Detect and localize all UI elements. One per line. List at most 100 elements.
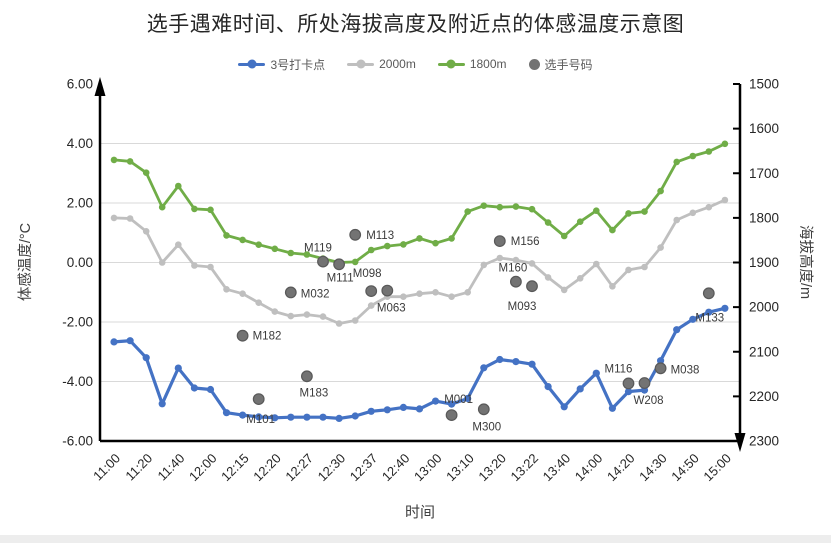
series-line: [112, 198, 727, 325]
data-point-marker: [512, 203, 520, 210]
y-axis-left-title: 体感温度/°C: [17, 223, 34, 301]
data-point-marker: [351, 258, 359, 266]
data-point-marker: [496, 355, 504, 364]
axes: [94, 77, 746, 452]
athlete-label-M300: M300: [472, 421, 501, 433]
x-tick-label: 14:20: [604, 451, 638, 485]
y-left-tick-label: 4.00: [67, 136, 93, 151]
athlete-dot-M160: [510, 275, 522, 288]
data-point-marker: [223, 232, 230, 239]
data-point-marker: [560, 403, 568, 411]
y-left-tick-label: -6.00: [62, 434, 93, 449]
y-right-tick-label: 2000: [749, 300, 779, 315]
data-point-marker: [625, 210, 632, 217]
data-point-marker: [207, 206, 214, 214]
data-point-marker: [689, 152, 697, 160]
data-point-marker: [319, 413, 327, 421]
data-point-marker: [174, 364, 182, 372]
data-point-marker: [576, 275, 584, 282]
athlete-dot-M111: [333, 258, 346, 271]
data-point-marker: [705, 148, 713, 155]
data-point-marker: [335, 320, 343, 327]
data-point-marker: [271, 245, 279, 253]
x-tick-label: 12:37: [347, 451, 381, 485]
data-point-marker: [448, 293, 455, 301]
bottom-strip: [0, 535, 831, 543]
data-point-marker: [142, 169, 150, 176]
data-point-marker: [383, 406, 391, 414]
data-point-marker: [399, 403, 407, 411]
legend-circle-icon: [528, 58, 540, 70]
data-point-marker: [239, 411, 247, 419]
athlete-dot-M133: [702, 287, 715, 300]
data-point-marker: [239, 290, 246, 298]
data-point-marker: [255, 413, 263, 421]
x-tick-label: 13:00: [411, 451, 445, 485]
data-point-marker: [416, 290, 423, 298]
data-point-marker: [158, 203, 166, 211]
x-tick-label: 11:00: [90, 451, 123, 484]
data-point-marker: [576, 218, 584, 225]
data-point-marker: [689, 209, 697, 217]
athlete-dot-M038: [654, 362, 667, 375]
legend-item-2000m: 2000m: [347, 57, 416, 71]
athlete-dot-M156: [493, 235, 506, 248]
data-point-marker: [624, 388, 633, 396]
data-point-marker: [721, 140, 729, 148]
legend-line-marker-icon: [238, 59, 266, 69]
data-point-marker: [367, 407, 375, 415]
x-tick-label: 12:15: [218, 451, 252, 485]
data-point-marker: [721, 304, 729, 312]
athlete-label-M032: M032: [301, 288, 330, 300]
data-point-marker: [657, 187, 664, 195]
data-point-marker: [641, 263, 648, 271]
legend-line-marker-icon: [347, 59, 375, 69]
data-point-marker: [512, 358, 520, 366]
x-tick-label: 12:00: [186, 451, 220, 485]
series-checkpoint3: [110, 304, 729, 422]
y-right-tick-label: 1700: [749, 166, 779, 181]
data-point-marker: [432, 289, 439, 296]
data-point-marker: [448, 400, 456, 408]
down-arrow-icon: [734, 433, 746, 452]
data-point-marker: [110, 214, 118, 222]
data-point-marker: [592, 369, 600, 377]
athlete-label-M160: M160: [499, 263, 528, 275]
data-point-marker: [175, 182, 182, 190]
series-lines: [110, 140, 729, 422]
data-point-marker: [464, 394, 472, 403]
x-axis-tick-labels: 11:00 11:20 11:4012:0012:1512:2012:2712:30…: [90, 451, 734, 485]
legend-dot-icon: [356, 59, 366, 69]
data-point-marker: [126, 215, 134, 222]
y-left-tick-label: 6.00: [67, 77, 93, 92]
data-point-marker: [191, 205, 198, 213]
series-2000m: [110, 196, 729, 327]
data-point-marker: [319, 313, 327, 320]
data-point-marker: [609, 283, 616, 290]
up-arrow-icon: [94, 77, 106, 96]
y-right-tick-label: 2300: [749, 434, 779, 449]
data-point-marker: [496, 203, 504, 211]
data-point-marker: [544, 383, 552, 391]
data-point-marker: [673, 158, 680, 166]
x-tick-label: 13:10: [443, 451, 477, 485]
y-axis-right-tick-labels: 1500 1600 1700 1800 1900 2000 2100 2200 2300: [733, 77, 779, 449]
data-point-marker: [415, 405, 424, 413]
x-tick-label: 11:20: [122, 451, 155, 484]
data-point-marker: [641, 208, 648, 215]
x-tick-label: 12:30: [315, 451, 349, 485]
data-point-marker: [255, 299, 262, 307]
athlete-dot-M001: [445, 409, 458, 422]
y-left-tick-label: 0.00: [67, 255, 93, 270]
data-point-marker: [705, 308, 713, 316]
x-tick-label: 12:20: [250, 451, 284, 485]
data-point-marker: [207, 263, 214, 271]
athlete-label-M133: M133: [695, 312, 724, 324]
x-tick-label: 13:22: [508, 451, 542, 485]
data-point-marker: [351, 317, 359, 324]
chart-title: 选手遇难时间、所处海拔高度及附近点的体感温度示意图: [146, 13, 685, 36]
data-point-marker: [190, 384, 198, 392]
data-point-marker: [287, 312, 295, 320]
